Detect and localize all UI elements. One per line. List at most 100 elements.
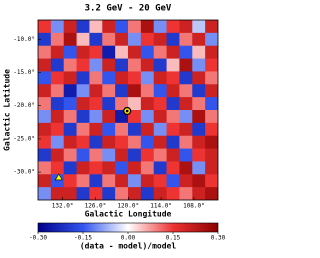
heatmap-cell <box>89 148 103 162</box>
colorbar-tick-label: 0.30 <box>211 235 226 242</box>
heatmap-cell <box>192 174 206 188</box>
heatmap-cell <box>76 45 90 60</box>
heatmap-cell <box>166 148 180 162</box>
heatmap-cell <box>205 84 218 98</box>
heatmap-cell <box>115 84 129 98</box>
heatmap-cell <box>192 110 206 124</box>
colorbar <box>37 222 219 233</box>
heatmap-cell <box>63 174 78 188</box>
heatmap-cell <box>179 32 193 47</box>
heatmap-cell <box>192 135 206 150</box>
heatmap-cell <box>179 148 193 162</box>
heatmap-cell <box>63 135 78 150</box>
heatmap-cell <box>140 148 155 162</box>
heatmap-cell <box>140 84 155 98</box>
heatmap-cell <box>38 110 52 124</box>
chart-title: 3.2 GeV - 20 GeV <box>85 4 172 14</box>
heatmap-cell <box>140 45 155 60</box>
heatmap-cell <box>140 58 155 72</box>
heatmap-cell <box>128 135 142 150</box>
heatmap-cell <box>50 45 65 60</box>
heatmap-cell <box>128 174 142 188</box>
heatmap-cell <box>76 148 90 162</box>
heatmap-cell <box>153 174 168 188</box>
heatmap-cell <box>50 122 65 137</box>
heatmap-cell <box>153 58 168 72</box>
heatmap-cell <box>179 135 193 150</box>
heatmap-cell <box>76 20 90 34</box>
heatmap-cell <box>102 135 116 150</box>
heatmap-cell <box>38 148 52 162</box>
heatmap-cell <box>115 174 129 188</box>
heatmap-cell <box>128 45 142 60</box>
heatmap-cell <box>192 20 206 34</box>
heatmap-cell <box>89 174 103 188</box>
marker-triangle <box>54 173 63 181</box>
chart: 3.2 GeV - 20 GeV Galactic Longitude Gala… <box>2 4 226 251</box>
heatmap-cell <box>166 45 180 60</box>
heatmap-cell <box>140 32 155 47</box>
heatmap-cell <box>166 58 180 72</box>
heatmap-cell <box>50 58 65 72</box>
heatmap-cell <box>89 45 103 60</box>
heatmap-cell <box>38 58 52 72</box>
heatmap-cell <box>76 174 90 188</box>
heatmap-cell <box>205 187 218 200</box>
heatmap-cell <box>63 58 78 72</box>
heatmap-cell <box>89 187 103 200</box>
colorbar-tick-label: 0.15 <box>166 235 181 242</box>
colorbar-label: (data - model)/model <box>80 242 177 251</box>
heatmap-cell <box>76 187 90 200</box>
heatmap-cell <box>89 32 103 47</box>
heatmap-cell <box>179 20 193 34</box>
heatmap-cell <box>192 187 206 200</box>
heatmap-cell <box>166 20 180 34</box>
heatmap-cell <box>192 148 206 162</box>
heatmap-cell <box>38 174 52 188</box>
heatmap-cell <box>76 84 90 98</box>
heatmap-cell <box>179 58 193 72</box>
y-axis-label: Galactic Latitude <box>2 69 12 151</box>
heatmap-cell <box>179 84 193 98</box>
heatmap-cell <box>192 45 206 60</box>
marker-circle-core <box>125 109 129 113</box>
heatmap-cell <box>205 71 218 85</box>
heatmap-cell <box>140 110 155 124</box>
heatmap-cell <box>205 148 218 162</box>
heatmap-cell <box>50 110 65 124</box>
heatmap-cell <box>166 32 180 47</box>
heatmap-cell <box>128 148 142 162</box>
heatmap-cell <box>140 161 155 175</box>
heatmap-cell <box>102 161 116 175</box>
heatmap-cell <box>63 84 78 98</box>
x-tick-label: 114.0° <box>150 203 172 210</box>
heatmap-cell <box>38 84 52 98</box>
heatmap-cell <box>89 58 103 72</box>
heatmap-cell <box>38 20 52 34</box>
heatmap-cell <box>205 110 218 124</box>
heatmap-cell <box>38 122 52 137</box>
heatmap-cell <box>76 71 90 85</box>
heatmap-cell <box>179 187 193 200</box>
heatmap-cell <box>166 187 180 200</box>
heatmap-cell <box>115 97 129 111</box>
heatmap-cell <box>128 32 142 47</box>
heatmap-cell <box>205 45 218 60</box>
heatmap-cell <box>102 84 116 98</box>
heatmap-cell <box>153 110 168 124</box>
heatmap-cell <box>153 45 168 60</box>
heatmap-cell <box>50 148 65 162</box>
heatmap <box>38 20 218 200</box>
heatmap-cell <box>128 84 142 98</box>
heatmap-cell <box>205 161 218 175</box>
heatmap-cell <box>192 161 206 175</box>
x-tick-label: 132.0° <box>52 203 74 210</box>
heatmap-cell <box>115 32 129 47</box>
heatmap-cell <box>76 32 90 47</box>
heatmap-cell <box>205 58 218 72</box>
heatmap-cell <box>38 45 52 60</box>
heatmap-cell <box>102 58 116 72</box>
heatmap-cell <box>89 110 103 124</box>
heatmap-cell <box>89 71 103 85</box>
heatmap-cell <box>153 32 168 47</box>
